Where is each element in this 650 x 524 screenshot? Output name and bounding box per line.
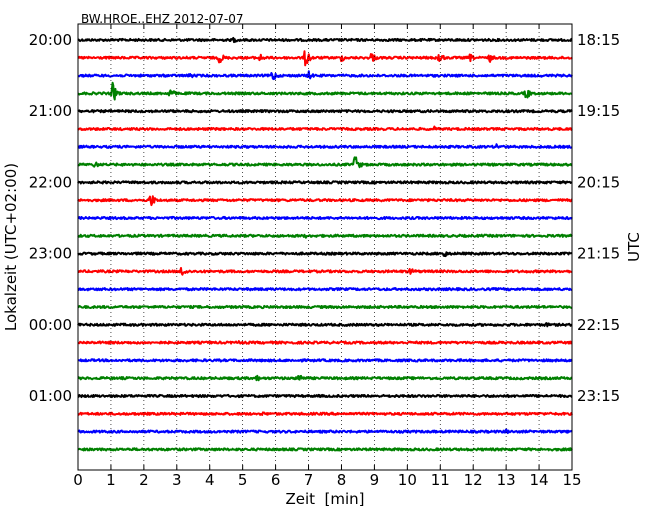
x-tick-label: 11 [431,471,450,489]
y-tick-label-right: 21:15 [577,245,620,263]
x-tick-label: 1 [106,471,116,489]
x-tick-label: 15 [562,471,581,489]
y-tick-label-left: 21:00 [29,102,72,120]
grid-layer [110,24,540,470]
seismic-trace [77,287,573,292]
x-tick-label: 2 [139,471,149,489]
seismic-trace [77,393,573,399]
seismic-trace [77,156,573,169]
x-tick-label: 13 [497,471,516,489]
x-tick-label: 14 [530,471,549,489]
x-tick-label: 7 [304,471,314,489]
seismic-trace [77,358,573,363]
seismic-trace [77,36,573,44]
seismic-trace [77,109,573,114]
seismic-trace [77,304,573,310]
y-tick-label-right: 22:15 [577,316,620,334]
y-tick-label-right: 23:15 [577,387,620,405]
x-tick-label: 0 [73,471,83,489]
y-tick-label-right: 20:15 [577,173,620,191]
ticks-layer: 0 1 2 3 4 5 6 7 8 9 10 11 12 13 14 1520:0021:0022:0023:… [29,24,620,489]
seismic-trace [77,143,573,149]
x-tick-label: 10 [398,471,417,489]
seismic-trace [77,233,573,239]
y-tick-label-left: 01:00 [29,387,72,405]
seismic-trace [77,428,573,435]
traces-layer [77,36,573,452]
seismic-trace [77,322,573,328]
y-tick-label-left: 22:00 [29,173,72,191]
y-tick-label-left: 00:00 [29,316,72,334]
seismic-trace [77,251,573,258]
x-axis-label: Zeit [min] [285,490,364,508]
seismic-trace [77,340,573,345]
x-tick-label: 3 [172,471,182,489]
x-tick-label: 5 [238,471,248,489]
seismic-trace [77,447,573,452]
y-axis-label-right: UTC [625,232,643,262]
y-tick-label-left: 20:00 [29,31,72,49]
seismic-trace [77,215,573,221]
x-tick-label: 6 [271,471,281,489]
seismic-trace [77,180,573,185]
seismic-trace [77,195,573,207]
chart-title: BW.HROE..EHZ 2012-07-07 [81,12,244,26]
seismic-trace [77,411,573,416]
x-tick-label: 12 [464,471,483,489]
seismic-trace [77,70,573,81]
seismic-trace [77,50,573,67]
y-tick-label-right: 18:15 [577,31,620,49]
x-tick-label: 8 [337,471,347,489]
y-tick-label-left: 23:00 [29,245,72,263]
seismic-trace [77,81,573,101]
y-axis-label-left: Lokalzeit (UTC+02:00) [2,163,20,331]
seismic-trace [77,125,573,132]
seismic-trace [77,374,573,382]
x-tick-label: 9 [370,471,380,489]
x-tick-label: 4 [205,471,215,489]
plot-frame [77,23,573,471]
y-tick-label-right: 19:15 [577,102,620,120]
seismic-trace [77,267,573,276]
